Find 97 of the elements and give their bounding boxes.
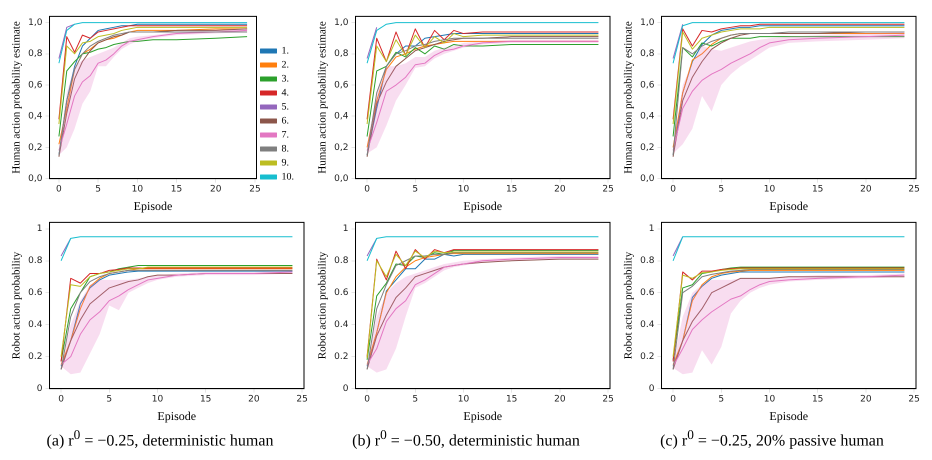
y-tick-label: 0.8 [640,256,655,266]
y-tick-label: 0,6 [334,80,349,90]
y-tick-label: 0 [36,384,43,394]
x-axis-title: Episode [463,408,502,423]
legend-label: 4. [282,88,289,99]
x-tick-label: 10 [764,394,776,404]
x-tick-label: 0 [56,184,62,194]
y-tick-label: 0.6 [334,288,349,298]
legend-label: 1. [282,46,289,57]
y-axis-title: Robot action probability [10,251,22,360]
y-tick-label: 0.4 [28,320,43,330]
legend-label: 10. [282,172,294,183]
y-tick-label: 0.6 [28,288,43,298]
x-tick-label: 20 [860,184,872,194]
y-tick-label: 0.2 [334,352,349,362]
x-tick-label: 0 [670,394,676,404]
x-tick-label: 20 [860,394,872,404]
y-axis-title: Human action probability estimate [10,21,22,174]
x-tick-label: 5 [718,394,724,404]
y-tick-label: 0,4 [334,112,349,122]
x-tick-label: 0 [58,394,64,404]
y-tick-label: 0 [342,384,349,394]
y-tick-label: 0,2 [28,142,43,153]
legend-label: 9. [282,158,289,169]
x-tick-label: 20 [210,184,222,194]
y-axis-title: Robot action probability [622,251,634,360]
y-tick-label: 0.2 [28,352,43,362]
text: (a) r$^{0}$ = −0.25, deterministic human [46,426,274,452]
y-tick-label: 1,0 [334,18,349,28]
y-axis-title: Robot action probability [316,251,328,360]
y-axis-title: Human action probability estimate [622,21,634,174]
y-tick-label: 0,0 [640,174,655,184]
x-tick-label: 5 [412,394,418,404]
legend-label: 2. [282,60,289,71]
x-tick-label: 25 [249,184,261,194]
y-tick-label: 0,2 [640,142,655,153]
text: (b) r$^{0}$ = −0.50, deterministic human [351,426,581,452]
y-tick-label: 0 [648,384,655,394]
x-tick-label: 10 [152,394,164,404]
y-tick-label: 0,8 [28,49,43,60]
x-axis-title: Episode [157,408,196,423]
legend-label: 8. [282,144,289,155]
y-tick-label: 0.6 [640,288,655,298]
x-axis-title: Episode [769,408,808,423]
y-tick-label: 0,8 [640,49,655,60]
y-tick-label: 0,0 [334,174,349,184]
y-tick-label: 1,0 [640,18,655,28]
y-tick-label: 0,2 [334,142,349,153]
x-tick-label: 5 [95,184,101,194]
y-tick-label: 0.8 [28,256,43,266]
x-tick-label: 5 [106,394,112,404]
x-tick-label: 15 [506,184,518,194]
legend-label: 7. [282,130,289,141]
x-tick-label: 15 [506,394,518,404]
y-tick-label: 1,0 [28,18,43,28]
text: (c) r$^{0}$ = −0.25, 20% passive human [659,426,885,452]
y-tick-label: 0,6 [28,80,43,90]
x-tick-label: 10 [458,184,470,194]
x-axis-title: Episode [134,198,172,213]
x-tick-label: 25 [296,394,308,404]
y-axis-title: Human action probability estimate [316,21,328,174]
x-axis-title: Episode [463,198,502,213]
x-tick-label: 10 [764,184,776,194]
x-tick-label: 15 [200,394,212,404]
x-axis-title: Episode [769,198,808,213]
y-tick-label: 0,6 [640,80,655,90]
x-tick-label: 25 [602,184,614,194]
x-tick-label: 10 [458,394,470,404]
x-tick-label: 20 [554,394,566,404]
legend-label: 6. [282,116,289,127]
y-tick-label: 0.4 [640,320,655,330]
y-tick-label: 0,4 [640,112,655,122]
y-tick-label: 0.8 [334,256,349,266]
y-tick-label: 1 [342,224,349,234]
legend-label: 3. [282,74,289,85]
x-tick-label: 0 [670,184,676,194]
x-tick-label: 25 [602,394,614,404]
y-tick-label: 1 [36,224,43,234]
x-tick-label: 20 [554,184,566,194]
y-tick-label: 0,8 [334,49,349,60]
y-tick-label: 1 [648,224,655,234]
x-tick-label: 15 [812,184,824,194]
y-tick-label: 0.2 [640,352,655,362]
x-tick-label: 25 [908,394,920,404]
x-tick-label: 5 [412,184,418,194]
x-tick-label: 15 [170,184,182,194]
x-tick-label: 0 [364,184,370,194]
x-tick-label: 10 [132,184,144,194]
y-tick-label: 0.4 [334,320,349,330]
x-tick-label: 5 [718,184,724,194]
x-tick-label: 25 [908,184,920,194]
x-tick-label: 0 [364,394,370,404]
y-tick-label: 0,4 [28,112,43,122]
legend-label: 5. [282,102,289,113]
y-tick-label: 0,0 [28,174,43,184]
x-tick-label: 15 [812,394,824,404]
x-tick-label: 20 [248,394,260,404]
